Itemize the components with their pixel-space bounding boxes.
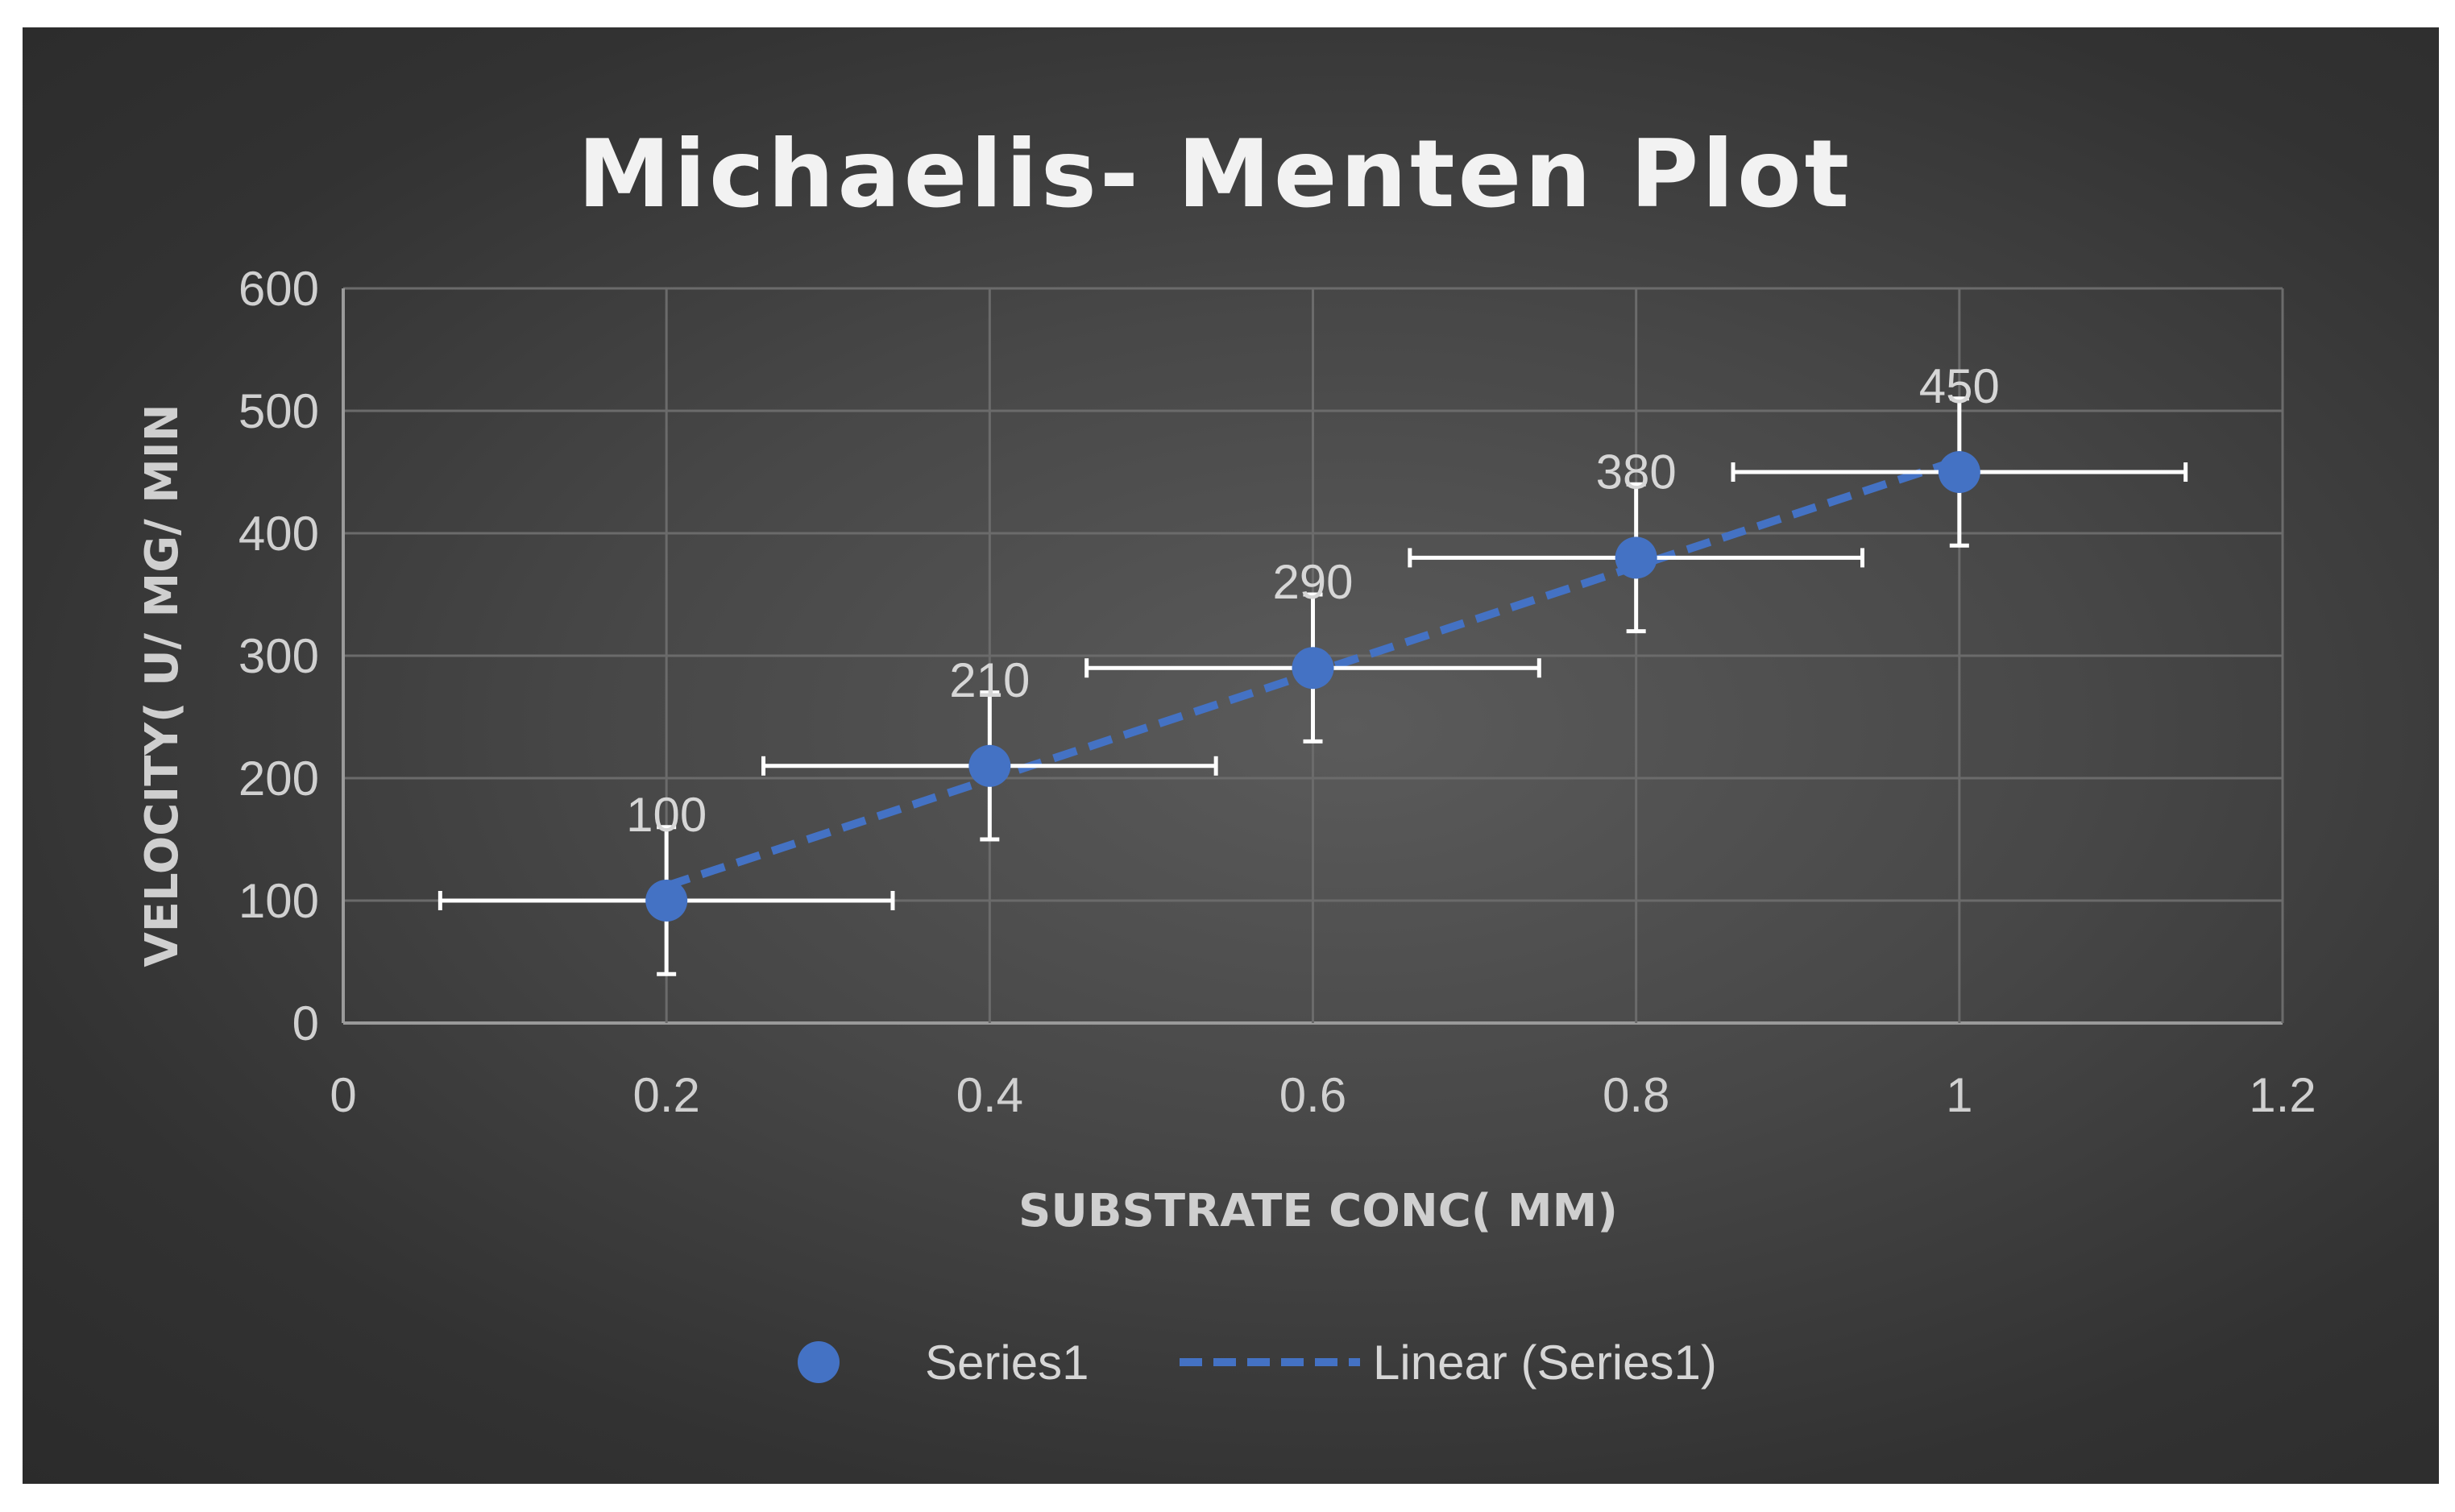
y-tick-label: 400 — [238, 507, 319, 561]
y-axis-title: VELOCITY( U/ MG/ MIN — [136, 404, 189, 967]
legend-label-trendline: Linear (Series1) — [1373, 1336, 1717, 1390]
x-tick-label: 0.8 — [1603, 1068, 1669, 1122]
data-label: 450 — [1919, 359, 2000, 413]
legend-label-series1: Series1 — [925, 1336, 1089, 1390]
data-label: 210 — [949, 653, 1030, 707]
data-point — [1292, 647, 1334, 690]
y-tick-label: 500 — [238, 384, 319, 438]
y-tick-label: 200 — [238, 752, 319, 806]
data-point — [968, 744, 1011, 787]
y-tick-label: 100 — [238, 874, 319, 928]
x-axis-title: SUBSTRATE CONC( MM) — [1018, 1185, 1618, 1237]
data-label: 380 — [1596, 445, 1677, 499]
x-tick-label: 0.4 — [956, 1068, 1023, 1122]
data-point — [1938, 451, 1980, 493]
legend-marker-series1 — [798, 1341, 840, 1383]
y-tick-label: 600 — [238, 262, 319, 316]
data-points — [645, 451, 1980, 922]
data-point — [645, 880, 688, 922]
y-tick-label: 300 — [238, 629, 319, 683]
legend: Series1 Linear (Series1) — [798, 1336, 1717, 1390]
chart-area: Michaelis- Menten Plot 0 100 200 300 400 500 6… — [23, 27, 2439, 1484]
data-point — [1615, 536, 1657, 579]
data-label: 290 — [1272, 555, 1353, 609]
x-tick-label: 1 — [1946, 1068, 1972, 1122]
gridlines — [342, 287, 2284, 1025]
y-tick-label: 0 — [292, 996, 319, 1050]
tick-labels: 0 100 200 300 400 500 600 0 0.2 0.4 0.6 0.8 1 1.2 — [238, 262, 2316, 1122]
chart-title: Michaelis- Menten Plot — [578, 120, 1852, 229]
chart-svg: Michaelis- Menten Plot 0 100 200 300 400 500 6… — [136, 120, 2316, 1390]
x-tick-label: 0.6 — [1279, 1068, 1346, 1122]
x-tick-label: 1.2 — [2249, 1068, 2316, 1122]
x-tick-label: 0.2 — [632, 1068, 699, 1122]
data-label: 100 — [626, 788, 707, 842]
data-labels: 100 210 290 380 450 — [626, 359, 2000, 842]
x-tick-label: 0 — [330, 1068, 356, 1122]
